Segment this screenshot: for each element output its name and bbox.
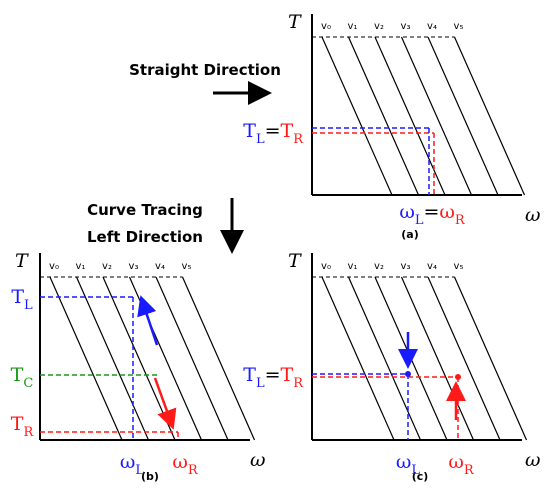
transition-label: Straight Direction <box>129 61 281 79</box>
label-subscript: R <box>188 463 199 478</box>
speed-label: v₀ <box>321 261 331 272</box>
speed-line <box>374 36 446 196</box>
axis-label: T <box>288 11 302 33</box>
label-part: T <box>243 120 256 142</box>
speed-line <box>75 276 150 441</box>
speed-label: v₀ <box>49 261 59 272</box>
label-part: ω <box>399 201 415 223</box>
math-label: ωL <box>396 451 421 478</box>
operating-point <box>405 371 411 377</box>
speed-line <box>453 36 526 196</box>
panel-caption: (c) <box>412 470 429 483</box>
label-part: = <box>265 120 281 142</box>
speed-line <box>427 36 499 196</box>
label-part: = <box>423 201 439 223</box>
axis-label: T <box>15 250 29 272</box>
speed-line <box>400 36 473 196</box>
label-subscript: L <box>135 463 144 478</box>
axis-label: ω <box>250 449 266 471</box>
label-subscript: R <box>293 132 304 147</box>
label-part: ω <box>448 451 464 473</box>
speed-label: v₁ <box>76 261 86 272</box>
transition-label: Curve Tracing <box>87 201 203 219</box>
speed-line <box>347 276 422 441</box>
speed-line <box>181 276 256 441</box>
speed-label: v₄ <box>427 21 437 32</box>
direction-arrow <box>153 377 177 430</box>
label-subscript: L <box>415 213 424 228</box>
math-label: TL=TR <box>243 120 304 147</box>
speed-label: v₂ <box>102 261 112 272</box>
math-label: ωR <box>448 451 475 478</box>
speed-label: v₃ <box>129 261 139 272</box>
label-part: ω <box>396 451 412 473</box>
panel-caption: (b) <box>141 470 159 483</box>
math-label: ωL <box>120 451 145 478</box>
label-subscript: R <box>23 425 34 440</box>
label-part: ω <box>120 451 136 473</box>
math-label: ωR <box>172 451 199 478</box>
speed-label: v₃ <box>401 261 411 272</box>
label-part: = <box>265 364 281 386</box>
speed-label: v₂ <box>374 261 384 272</box>
label-subscript: L <box>411 463 420 478</box>
speed-line <box>155 276 229 441</box>
label-subscript: L <box>256 132 265 147</box>
speed-line <box>453 276 528 441</box>
speed-label: v₁ <box>348 261 358 272</box>
math-label: TL=TR <box>243 364 304 391</box>
speed-line <box>128 276 203 441</box>
speed-line <box>427 276 501 441</box>
axis-label: ω <box>525 449 541 471</box>
speed-label: v₅ <box>454 21 464 32</box>
panel-caption: (a) <box>401 228 418 241</box>
speed-label: v₀ <box>321 21 331 32</box>
speed-line <box>321 36 393 196</box>
label-part: T <box>281 120 294 142</box>
label-subscript: R <box>455 213 466 228</box>
label-part: T <box>11 286 24 308</box>
speed-line <box>321 276 395 441</box>
speed-line <box>49 276 123 441</box>
label-subscript: C <box>23 376 33 391</box>
label-part: T <box>243 364 256 386</box>
speed-label: v₄ <box>155 261 165 272</box>
speed-label: v₅ <box>182 261 192 272</box>
label-subscript: L <box>256 376 265 391</box>
speed-line <box>102 276 176 441</box>
speed-label: v₃ <box>401 21 411 32</box>
transition-label: Left Direction <box>87 228 203 246</box>
speed-line <box>400 276 475 441</box>
axis-label: ω <box>525 204 541 226</box>
label-subscript: R <box>293 376 304 391</box>
label-part: T <box>281 364 294 386</box>
speed-line <box>374 276 448 441</box>
math-label: TC <box>11 364 34 391</box>
label-subscript: L <box>24 298 33 313</box>
label-part: T <box>11 364 24 386</box>
label-part: ω <box>172 451 188 473</box>
label-subscript: R <box>464 463 475 478</box>
speed-label: v₂ <box>374 21 384 32</box>
speed-label: v₄ <box>427 261 437 272</box>
direction-arrow <box>137 295 159 346</box>
math-label: TR <box>11 413 35 440</box>
axis-label: T <box>288 250 302 272</box>
speed-label: v₅ <box>454 261 464 272</box>
speed-line <box>347 36 420 196</box>
speed-label: v₁ <box>348 21 358 32</box>
label-part: ω <box>439 201 455 223</box>
math-label: TL <box>11 286 33 313</box>
operating-point <box>455 374 461 380</box>
label-part: T <box>11 413 24 435</box>
math-label: ωL=ωR <box>399 201 466 228</box>
